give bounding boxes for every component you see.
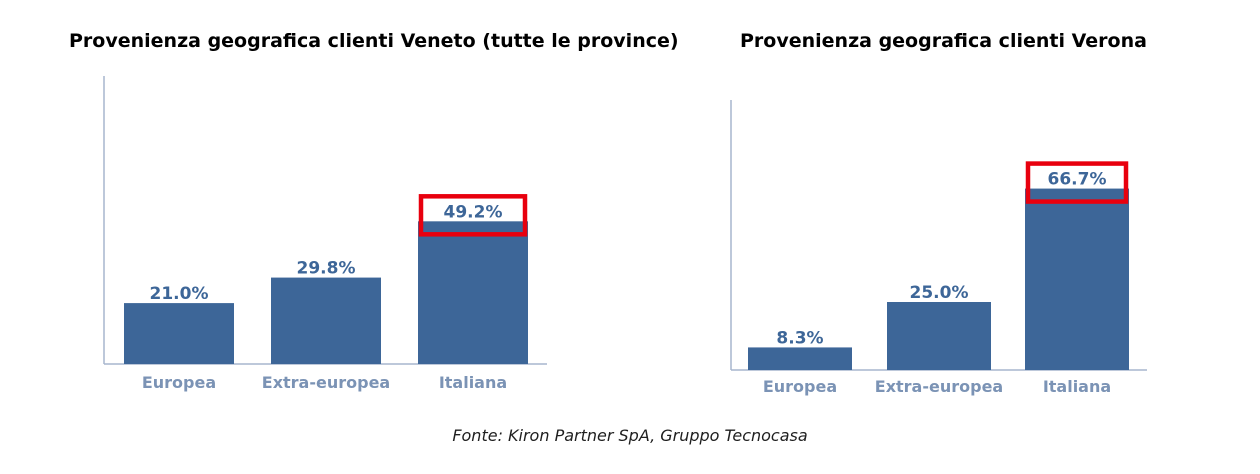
bar-veneto-extra-europea	[271, 277, 381, 364]
data-label-veneto-italiana: 49.2%	[444, 202, 503, 222]
data-label-veneto-europea: 21.0%	[150, 284, 209, 304]
category-label-veneto-italiana: Italiana	[439, 373, 507, 392]
category-label-verona-europea: Europea	[763, 377, 837, 396]
category-label-verona-extra-europea: Extra-europea	[875, 377, 1003, 396]
highlight-box-verona	[1025, 161, 1129, 204]
chart-title-veneto: Provenienza geografica clienti Veneto (t…	[69, 30, 679, 52]
bar-veneto-italiana	[418, 221, 528, 364]
chart-veneto: 21.0% Europea 29.8% Extra-europea 49.2% Itali…	[103, 76, 547, 392]
data-label-veneto-extra-europea: 29.8%	[297, 259, 356, 279]
data-label-verona-extra-europea: 25.0%	[910, 283, 969, 303]
category-label-verona-italiana: Italiana	[1043, 377, 1111, 396]
chart-verona: 8.3% Europea 25.0% Extra-europea 66.7% Italia…	[730, 100, 1147, 396]
highlight-box-veneto	[418, 194, 528, 237]
data-label-verona-europea: 8.3%	[776, 328, 823, 348]
bar-verona-europea	[748, 347, 852, 370]
category-label-veneto-europea: Europea	[142, 373, 216, 392]
chart-title-verona: Provenienza geografica clienti Verona	[740, 30, 1147, 52]
bar-verona-italiana	[1025, 188, 1129, 370]
bar-veneto-europea	[124, 303, 234, 364]
bar-verona-extra-europea	[887, 302, 991, 370]
category-label-veneto-extra-europea: Extra-europea	[262, 373, 390, 392]
source-note: Fonte: Kiron Partner SpA, Gruppo Tecnoca…	[452, 426, 808, 445]
data-label-verona-italiana: 66.7%	[1048, 170, 1107, 190]
